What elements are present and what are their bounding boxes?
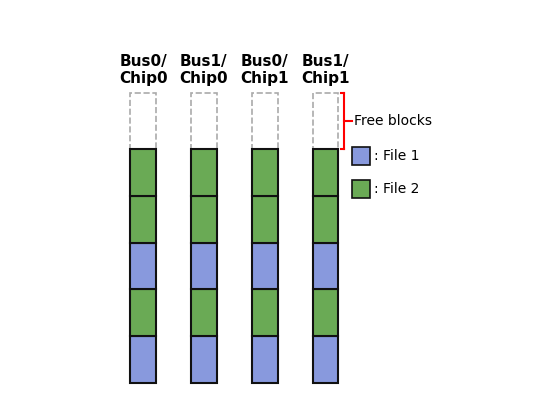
Bar: [130, 289, 156, 336]
Bar: [312, 243, 338, 289]
Bar: [191, 196, 217, 243]
Bar: [312, 289, 338, 336]
Bar: [130, 243, 156, 289]
Text: Bus0/
Chip0: Bus0/ Chip0: [119, 54, 168, 86]
Bar: [312, 149, 338, 196]
Bar: [130, 93, 156, 149]
Text: Bus1/
Chip0: Bus1/ Chip0: [179, 54, 228, 86]
Bar: [252, 336, 278, 383]
Bar: [130, 196, 156, 243]
Bar: [252, 149, 278, 196]
Text: : File 1: : File 1: [374, 149, 419, 163]
Bar: [191, 289, 217, 336]
Bar: [312, 93, 338, 149]
Text: Bus0/
Chip1: Bus0/ Chip1: [240, 54, 289, 86]
Bar: [191, 149, 217, 196]
Bar: [191, 336, 217, 383]
Text: Free blocks: Free blocks: [354, 114, 432, 128]
Bar: [352, 147, 370, 165]
Bar: [352, 180, 370, 198]
Bar: [130, 149, 156, 196]
Text: : File 2: : File 2: [374, 182, 419, 196]
Bar: [252, 289, 278, 336]
Bar: [252, 243, 278, 289]
Bar: [252, 93, 278, 149]
Bar: [312, 336, 338, 383]
Bar: [252, 196, 278, 243]
Bar: [130, 336, 156, 383]
Text: Bus1/
Chip1: Bus1/ Chip1: [301, 54, 350, 86]
Bar: [191, 243, 217, 289]
Bar: [312, 196, 338, 243]
Bar: [191, 93, 217, 149]
